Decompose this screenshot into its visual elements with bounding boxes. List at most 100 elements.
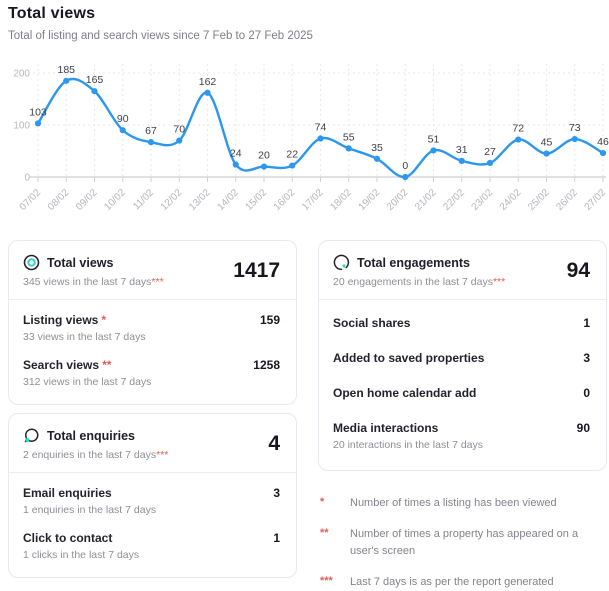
social-shares-row: Social shares 1 — [333, 305, 590, 340]
svg-text:31: 31 — [456, 144, 468, 156]
footnote-ref: *** — [156, 449, 169, 461]
svg-text:55: 55 — [343, 131, 355, 143]
email-enquiries-label: Email enquiries — [23, 486, 112, 500]
svg-text:90: 90 — [117, 113, 129, 125]
circle-heart-icon — [333, 254, 350, 271]
media-interactions-label: Media interactions — [333, 421, 439, 435]
svg-text:20: 20 — [258, 150, 270, 162]
listing-views-value: 159 — [259, 313, 280, 327]
svg-text:51: 51 — [428, 133, 440, 145]
svg-text:19/02: 19/02 — [357, 187, 383, 213]
asterisk-marker: * — [320, 496, 325, 508]
total-engagements-card-subtitle: 20 engagements in the last 7 days*** — [333, 276, 506, 288]
search-views-row: Search views ** 1258 312 views in the las… — [23, 350, 280, 395]
listing-views-sub: 33 views in the last 7 days — [23, 331, 146, 343]
svg-text:72: 72 — [512, 123, 524, 135]
svg-text:10/02: 10/02 — [102, 187, 128, 213]
svg-text:07/02: 07/02 — [18, 187, 44, 213]
media-interactions-sub: 20 interactions in the last 7 days — [333, 439, 484, 451]
svg-text:73: 73 — [569, 122, 581, 134]
footnote-ref: *** — [492, 276, 506, 288]
svg-text:165: 165 — [86, 74, 104, 86]
svg-text:17/02: 17/02 — [300, 187, 326, 213]
total-views-value: 1417 — [233, 259, 280, 282]
total-enquiries-card-header: Total enquiries 2 enquiries in the last … — [9, 414, 296, 473]
social-shares-label: Social shares — [333, 316, 411, 330]
search-views-label: Search views ** — [23, 358, 112, 372]
svg-text:22/02: 22/02 — [441, 187, 467, 213]
svg-text:14/02: 14/02 — [215, 187, 241, 213]
footnote-ref: *** — [151, 276, 164, 288]
right-column: Total engagements 20 engagements in the … — [318, 240, 607, 591]
svg-text:16/02: 16/02 — [272, 187, 298, 213]
email-enquiries-row: Email enquiries 3 1 enquiries in the las… — [23, 478, 280, 523]
svg-text:18/02: 18/02 — [328, 187, 354, 213]
listing-views-row: Listing views * 159 33 views in the last … — [23, 305, 280, 350]
svg-text:09/02: 09/02 — [74, 187, 100, 213]
svg-text:162: 162 — [199, 76, 217, 88]
svg-text:74: 74 — [315, 122, 327, 134]
svg-text:08/02: 08/02 — [46, 187, 72, 213]
total-views-card: Total views 345 views in the last 7 days… — [8, 240, 297, 405]
asterisk-marker: ** — [320, 526, 329, 539]
svg-text:11/02: 11/02 — [131, 187, 156, 212]
svg-text:0: 0 — [24, 173, 30, 184]
total-engagements-card-header: Total engagements 20 engagements in the … — [319, 241, 606, 300]
total-engagements-value: 94 — [566, 259, 590, 282]
asterisk-marker: *** — [320, 574, 333, 587]
media-interactions-value: 90 — [576, 421, 590, 435]
footnote-triple-asterisk: *** Last 7 days is as per the report gen… — [320, 574, 607, 591]
social-shares-value: 1 — [583, 316, 590, 330]
open-home-calendar-row: Open home calendar add 0 — [333, 375, 590, 410]
svg-text:15/02: 15/02 — [244, 187, 270, 213]
svg-text:46: 46 — [597, 136, 609, 148]
footnotes: * Number of times a listing has been vie… — [318, 479, 607, 591]
svg-text:24/02: 24/02 — [498, 187, 524, 213]
click-to-contact-label: Click to contact — [23, 531, 113, 545]
total-enquiries-card-subtitle: 2 enquiries in the last 7 days*** — [23, 449, 169, 461]
click-to-contact-value: 1 — [273, 531, 280, 545]
total-views-card-subtitle: 345 views in the last 7 days*** — [23, 276, 164, 288]
svg-text:35: 35 — [371, 142, 383, 154]
page-subtitle: Total of listing and search views since … — [8, 30, 313, 42]
total-enquiries-card-title: Total enquiries — [47, 428, 135, 443]
search-views-value: 1258 — [253, 358, 280, 372]
footnote-ref: * — [101, 313, 107, 327]
svg-text:13/02: 13/02 — [187, 187, 213, 213]
svg-text:27/02: 27/02 — [583, 187, 609, 213]
left-column: Total views 345 views in the last 7 days… — [8, 240, 297, 578]
svg-text:12/02: 12/02 — [159, 187, 185, 213]
svg-text:70: 70 — [173, 124, 185, 136]
svg-text:100: 100 — [13, 121, 30, 132]
total-views-card-title: Total views — [47, 255, 114, 270]
total-views-line-chart: 0 100 200 103 185 165 90 67 70 162 24 20 22 74 55 35 0 51… — [0, 52, 609, 228]
total-engagements-card-title: Total engagements — [357, 255, 470, 270]
line-chart-canvas: 0 100 200 103 185 165 90 67 70 162 24 20 22 74 55 35 0 51… — [13, 64, 609, 213]
svg-text:23/02: 23/02 — [470, 187, 496, 213]
svg-text:24: 24 — [230, 148, 242, 160]
email-enquiries-sub: 1 enquiries in the last 7 days — [23, 504, 157, 516]
report-header: Total views Total of listing and search … — [8, 5, 313, 42]
svg-text:27: 27 — [484, 146, 496, 158]
svg-text:22: 22 — [286, 149, 298, 161]
svg-text:67: 67 — [145, 125, 157, 137]
saved-properties-label: Added to saved properties — [333, 351, 485, 365]
email-enquiries-value: 3 — [273, 486, 280, 500]
listing-views-label: Listing views * — [23, 313, 107, 327]
total-views-card-header: Total views 345 views in the last 7 days… — [9, 241, 296, 300]
svg-text:0: 0 — [402, 160, 408, 172]
click-to-contact-sub: 1 clicks in the last 7 days — [23, 549, 140, 561]
target-circle-icon — [23, 254, 40, 271]
speech-bubble-icon — [24, 428, 39, 443]
svg-text:45: 45 — [541, 137, 553, 149]
stats-cards: Total views 345 views in the last 7 days… — [8, 240, 607, 591]
footnote-single-asterisk: * Number of times a listing has been vie… — [320, 495, 607, 513]
footnote-ref: ** — [102, 358, 112, 372]
open-home-calendar-label: Open home calendar add — [333, 386, 477, 400]
open-home-calendar-value: 0 — [583, 386, 590, 400]
svg-text:26/02: 26/02 — [554, 187, 580, 213]
saved-properties-value: 3 — [583, 351, 590, 365]
page-title: Total views — [8, 5, 96, 22]
svg-text:185: 185 — [57, 64, 75, 76]
footnote-double-asterisk: ** Number of times a property has appear… — [320, 526, 607, 561]
